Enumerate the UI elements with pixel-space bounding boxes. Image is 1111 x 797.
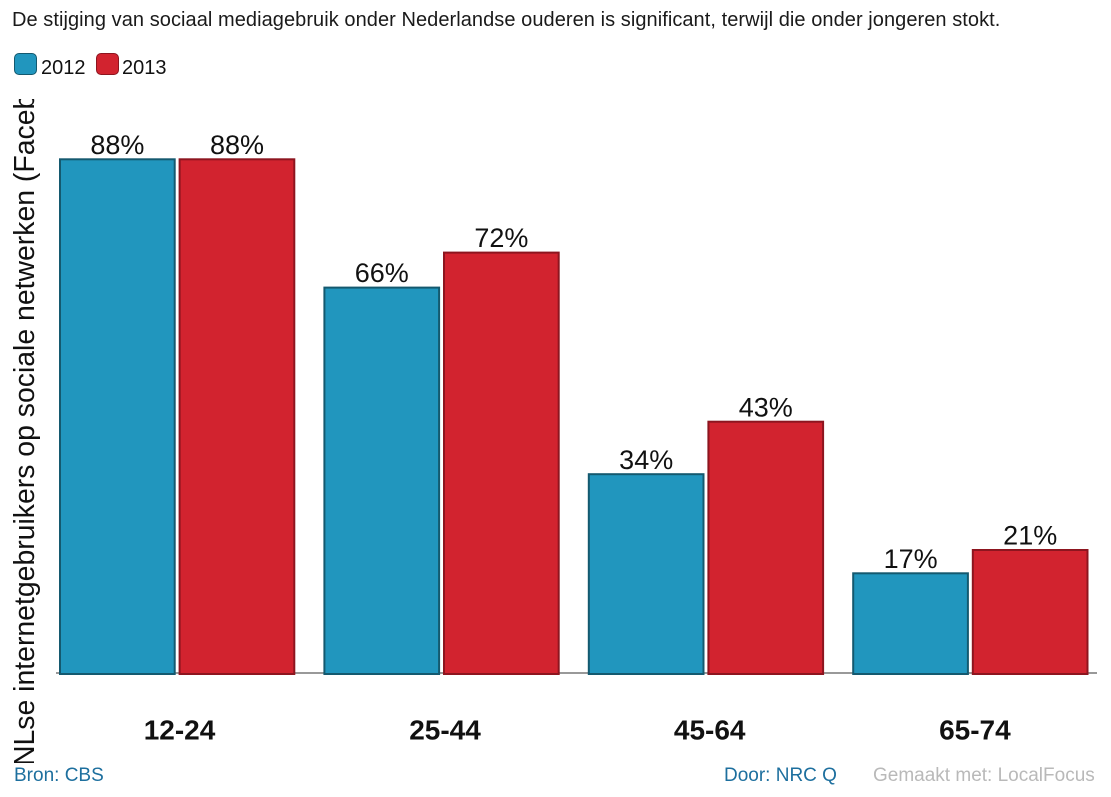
svg-text:66%: 66% xyxy=(355,258,409,288)
svg-text:21%: 21% xyxy=(1003,521,1057,551)
svg-text:25-44: 25-44 xyxy=(409,715,481,746)
svg-text:72%: 72% xyxy=(474,223,528,253)
svg-text:43%: 43% xyxy=(739,392,793,422)
svg-text:12-24: 12-24 xyxy=(144,715,216,746)
svg-text:17%: 17% xyxy=(884,544,938,574)
svg-text:45-64: 45-64 xyxy=(674,715,746,746)
svg-text:65-74: 65-74 xyxy=(939,715,1011,746)
svg-text:88%: 88% xyxy=(210,130,264,160)
svg-text:88%: 88% xyxy=(90,130,144,160)
svg-text:34%: 34% xyxy=(619,445,673,475)
svg-text:NLse internetgebruikers op soc: NLse internetgebruikers op sociale netwe… xyxy=(9,0,41,766)
